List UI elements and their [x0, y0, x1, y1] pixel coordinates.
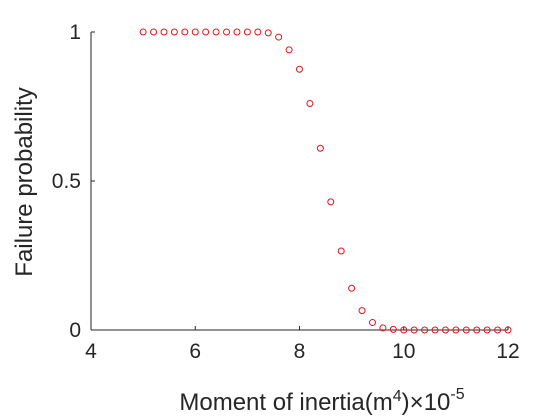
y-tick-label: 0: [69, 319, 81, 342]
y-axis-label: Failure probability: [11, 87, 38, 276]
data-point: [139, 28, 147, 36]
data-point: [296, 65, 303, 73]
data-point: [327, 198, 335, 206]
data-point: [233, 28, 241, 36]
data-point: [316, 144, 324, 152]
data-point: [254, 28, 262, 36]
data-point: [431, 326, 439, 334]
x-tick-label: 8: [294, 340, 306, 363]
data-point: [421, 326, 429, 334]
x-tick-label: 12: [496, 340, 519, 363]
data-point: [400, 326, 408, 334]
data-point: [483, 326, 491, 334]
x-axis-label: Moment of inertia(m4)×10-5: [179, 386, 464, 416]
data-point: [264, 29, 272, 37]
data-point: [223, 28, 231, 36]
data-point: [181, 28, 189, 36]
x-axis-multiplier-exponent: -5: [450, 386, 464, 403]
data-point: [473, 326, 481, 334]
data-point: [275, 33, 283, 41]
x-tick-label: 10: [392, 340, 415, 363]
data-point: [243, 28, 251, 36]
data-points: [139, 28, 512, 334]
data-point: [212, 28, 220, 36]
x-axis-label-superscript: 4: [393, 388, 402, 405]
axes: [90, 32, 508, 331]
data-point: [170, 28, 178, 36]
x-tick-label: 4: [85, 340, 97, 363]
data-point: [358, 307, 366, 315]
data-point: [410, 326, 418, 334]
x-axis-label-close: ): [402, 389, 410, 416]
data-point: [202, 28, 210, 36]
data-point: [379, 324, 387, 332]
data-point: [504, 326, 512, 334]
x-axis-label-text: Moment of inertia(m: [179, 389, 392, 416]
y-tick-label: 1: [69, 21, 81, 44]
data-point: [306, 100, 314, 108]
x-ticks: 4 6 8 10 12: [85, 326, 520, 363]
data-point: [494, 326, 502, 334]
x-axis-multiplier: ×10: [410, 389, 451, 416]
data-point: [441, 326, 449, 334]
data-point: [368, 319, 376, 327]
data-point: [389, 325, 397, 333]
y-tick-label: 0.5: [52, 170, 81, 193]
y-ticks: 00.51: [52, 21, 95, 342]
x-tick-label: 6: [189, 340, 201, 363]
data-point: [160, 28, 168, 36]
data-point: [150, 28, 158, 36]
data-point: [462, 326, 470, 334]
data-point: [348, 284, 356, 292]
data-point: [191, 28, 199, 36]
data-point: [452, 326, 460, 334]
data-point: [285, 46, 293, 54]
data-point: [337, 247, 345, 255]
